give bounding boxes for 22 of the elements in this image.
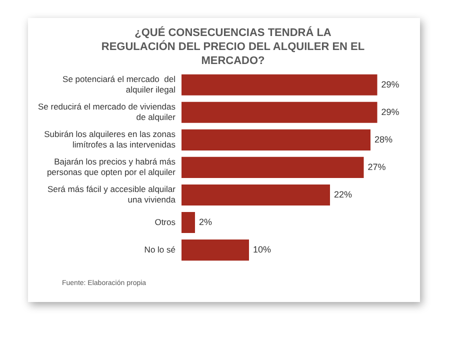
data-label: 29%	[381, 106, 400, 117]
data-label: 28%	[374, 134, 393, 144]
y-tick-label: Se reducirá el mercado de viviendas de alquiler	[38, 102, 176, 122]
data-label: 29%	[381, 79, 400, 90]
bar	[181, 184, 330, 206]
bar	[181, 156, 364, 178]
y-tick-label: Subirán los alquileres en las zonas limítrofes a las intervenidas	[44, 129, 176, 150]
data-label: 10%	[252, 244, 272, 255]
bar	[181, 102, 378, 123]
bar	[181, 240, 249, 261]
bar	[181, 74, 378, 96]
y-tick-label: Se potenciará el mercado del alquiler ilegal	[62, 74, 176, 94]
y-tick-label: Será más fácil y accesible alquilar una vivienda	[47, 184, 176, 204]
bar	[181, 212, 195, 234]
y-tick-label: Bajarán los precios y habrá más personas que opten por el alquiler	[46, 156, 176, 177]
y-tick-label: Otros	[154, 216, 176, 227]
y-tick-label: No lo sé	[144, 244, 176, 254]
data-label: 27%	[368, 162, 386, 172]
data-label: 22%	[334, 189, 352, 200]
data-label: 2%	[198, 216, 212, 227]
bar	[181, 129, 370, 150]
chart-title: ¿QUÉ CONSECUENCIAS TENDRÁ LA REGULACIÓN DEL PRECIO DEL ALQUILER EN EL MERCADO?	[100, 26, 366, 68]
